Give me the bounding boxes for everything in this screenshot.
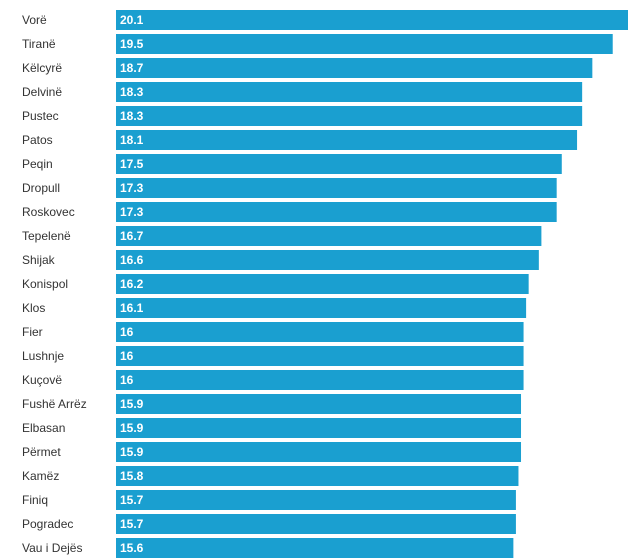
value-label: 16.6 xyxy=(120,253,144,267)
value-label: 19.5 xyxy=(120,37,144,51)
bars xyxy=(116,10,628,558)
bar xyxy=(116,34,613,54)
bar xyxy=(116,514,516,534)
category-label: Klos xyxy=(22,301,45,315)
category-label: Shijak xyxy=(22,253,56,267)
bar xyxy=(116,250,539,270)
value-label: 15.9 xyxy=(120,421,144,435)
category-label: Tepelenë xyxy=(22,229,71,243)
bar xyxy=(116,346,524,366)
category-label: Fushë Arrëz xyxy=(22,397,87,411)
value-label: 17.3 xyxy=(120,181,144,195)
bar xyxy=(116,490,516,510)
bar xyxy=(116,58,593,78)
bar xyxy=(116,226,542,246)
value-labels: 20.1 19.5 18.7 18.3 18.3 18.1 17.5 17.3 17.3 16.7… xyxy=(120,13,144,555)
value-label: 18.3 xyxy=(120,109,144,123)
category-label: Patos xyxy=(22,133,53,147)
category-label: Kuçovë xyxy=(22,373,62,387)
category-label: Dropull xyxy=(22,181,60,195)
bar xyxy=(116,418,522,438)
value-label: 18.7 xyxy=(120,61,144,75)
bar xyxy=(116,466,519,486)
bar xyxy=(116,202,557,222)
value-label: 18.3 xyxy=(120,85,144,99)
bar xyxy=(116,394,522,414)
bar xyxy=(116,322,524,342)
value-label: 17.5 xyxy=(120,157,144,171)
category-label: Lushnje xyxy=(22,349,64,363)
value-label: 15.6 xyxy=(120,541,144,555)
value-label: 15.7 xyxy=(120,517,144,531)
category-label: Tiranë xyxy=(22,37,56,51)
category-label: Vorë xyxy=(22,13,47,27)
bar xyxy=(116,10,628,30)
value-label: 15.8 xyxy=(120,469,144,483)
category-label: Përmet xyxy=(22,445,61,459)
category-label: Pustec xyxy=(22,109,59,123)
category-label: Kamëz xyxy=(22,469,59,483)
value-label: 16.1 xyxy=(120,301,144,315)
value-label: 15.9 xyxy=(120,397,144,411)
category-labels: Vorë Tiranë Këlcyrë Delvinë Pustec Patos Peqin… xyxy=(22,13,87,555)
value-label: 16 xyxy=(120,349,134,363)
category-label: Elbasan xyxy=(22,421,65,435)
bar xyxy=(116,82,583,102)
value-label: 18.1 xyxy=(120,133,144,147)
bar xyxy=(116,442,522,462)
value-label: 16 xyxy=(120,373,134,387)
bar xyxy=(116,106,583,126)
bar xyxy=(116,130,578,150)
category-label: Vau i Dejës xyxy=(22,541,82,555)
category-label: Finiq xyxy=(22,493,48,507)
value-label: 20.1 xyxy=(120,13,144,27)
category-label: Këlcyrë xyxy=(22,61,62,75)
category-label: Fier xyxy=(22,325,43,339)
bar xyxy=(116,298,527,318)
category-label: Pogradec xyxy=(22,517,73,531)
value-label: 16.7 xyxy=(120,229,144,243)
bar xyxy=(116,154,562,174)
category-label: Delvinë xyxy=(22,85,62,99)
category-label: Konispol xyxy=(22,277,68,291)
bar xyxy=(116,538,514,558)
category-label: Roskovec xyxy=(22,205,75,219)
bar xyxy=(116,370,524,390)
bar xyxy=(116,178,557,198)
value-label: 17.3 xyxy=(120,205,144,219)
value-label: 15.9 xyxy=(120,445,144,459)
value-label: 16.2 xyxy=(120,277,144,291)
value-label: 16 xyxy=(120,325,134,339)
bar xyxy=(116,274,529,294)
category-label: Peqin xyxy=(22,157,53,171)
value-label: 15.7 xyxy=(120,493,144,507)
